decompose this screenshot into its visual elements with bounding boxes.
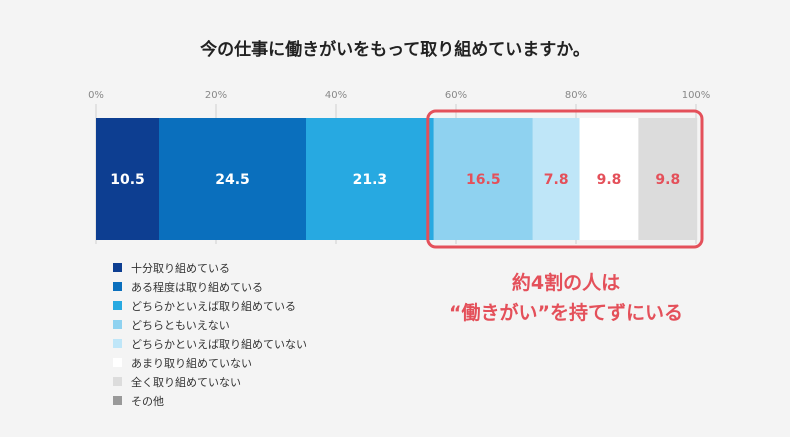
chart-title: 今の仕事に働きがいをもって取り組めていますか。 (200, 39, 590, 60)
x-tick-label: 0% (88, 90, 104, 101)
legend-swatch (113, 263, 122, 272)
bar-segment (96, 118, 159, 240)
bar-value-label: 16.5 (466, 172, 501, 188)
legend-swatch (113, 377, 122, 386)
x-tick-label: 60% (445, 90, 467, 101)
legend-swatch (113, 339, 122, 348)
legend-swatch (113, 358, 122, 367)
legend-label: どちらかといえば取り組めている (131, 300, 296, 313)
legend-swatch (113, 301, 122, 310)
bar-segment (159, 118, 306, 240)
callout-line: 約4割の人は (512, 271, 620, 294)
bar-segment (532, 118, 580, 240)
bar-segment (306, 118, 434, 240)
legend-label: ある程度は取り組めている (131, 280, 263, 294)
legend-swatch (113, 396, 122, 405)
x-tick-label: 100% (682, 90, 711, 101)
bar-value-label: 21.3 (353, 172, 388, 188)
bar-value-label: 7.8 (544, 172, 569, 188)
bar-segments (96, 118, 698, 240)
legend: 十分取り組めているある程度は取り組めているどちらかといえば取り組めているどちらと… (113, 261, 307, 408)
legend-label: その他 (131, 395, 164, 408)
legend-label: どちらかといえば取り組めていない (131, 338, 307, 351)
x-tick-label: 20% (205, 90, 227, 101)
bar-labels: 10.5 24.5 21.3 16.5 7.8 9.8 9.8 (110, 172, 680, 188)
legend-label: 全く取り組めていない (131, 375, 241, 389)
legend-swatch (113, 320, 122, 329)
bar-segment (433, 118, 533, 240)
x-tick-label: 40% (325, 90, 347, 101)
highlight-box (426, 109, 704, 249)
bar-value-label: 9.8 (597, 172, 622, 188)
bar-segment (638, 118, 698, 240)
legend-label: あまり取り組めていない (131, 357, 252, 370)
legend-swatch (113, 282, 122, 291)
bar-value-label: 10.5 (110, 172, 145, 188)
x-tick-label: 80% (565, 90, 587, 101)
legend-label: 十分取り組めている (131, 261, 230, 275)
callout-line: “働きがい”を持てずにいる (449, 301, 683, 324)
bar-value-label: 24.5 (215, 172, 250, 188)
legend-label: どちらともいえない (131, 319, 230, 332)
callout-text: 約4割の人は “働きがい”を持てずにいる (449, 271, 683, 324)
bar-value-label: 9.8 (655, 172, 680, 188)
highlight-group (426, 109, 704, 249)
bar-segment (579, 118, 639, 240)
axis-ticks: 0% 20% 40% 60% 80% 100% (88, 90, 710, 101)
